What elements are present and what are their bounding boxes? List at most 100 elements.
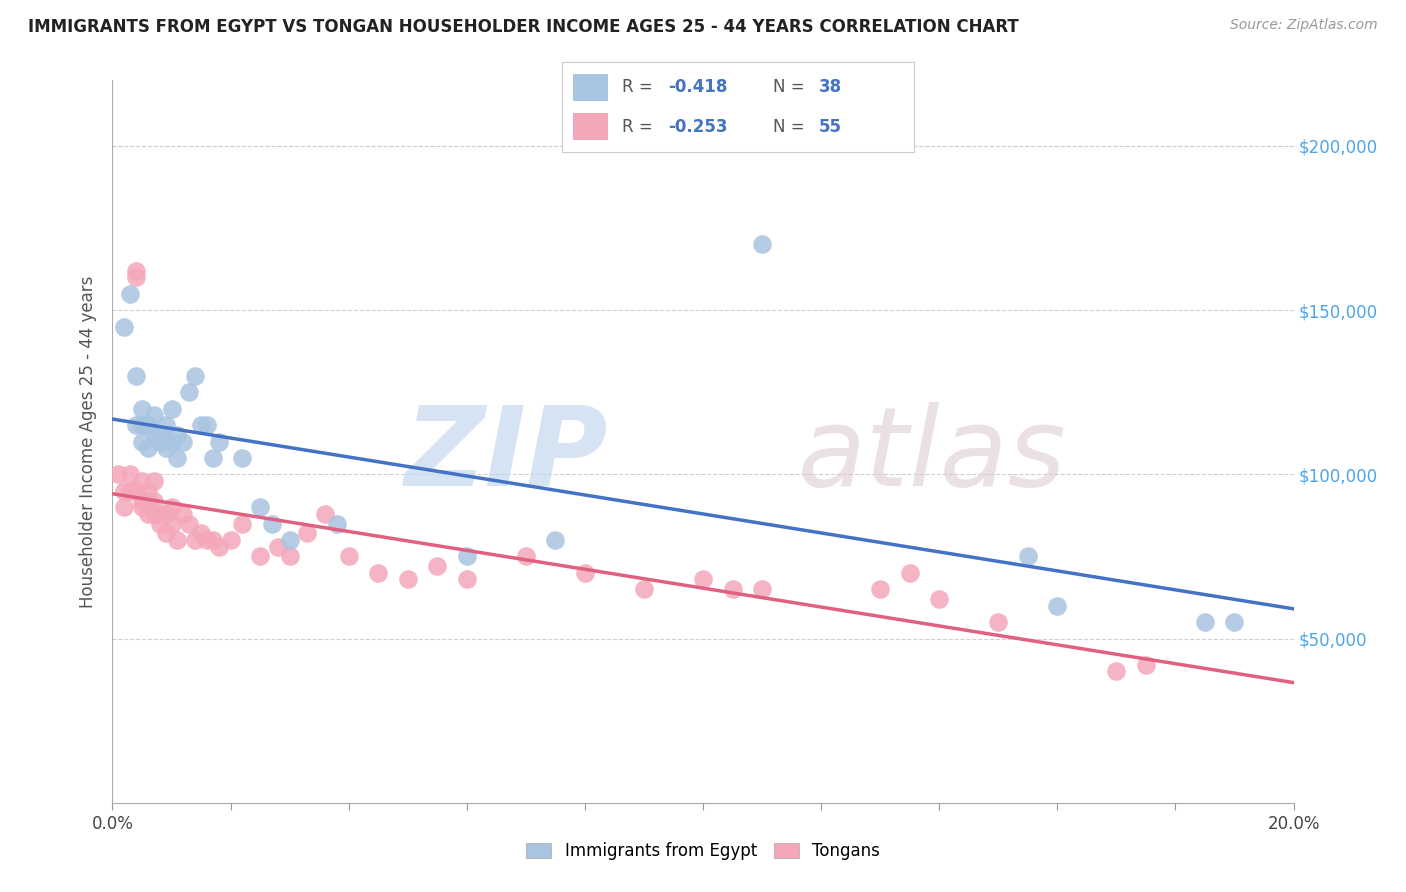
Point bbox=[112, 483, 135, 498]
Point bbox=[515, 549, 537, 564]
Legend: Immigrants from Egypt, Tongans: Immigrants from Egypt, Tongans bbox=[520, 836, 886, 867]
Point bbox=[155, 507, 177, 521]
Point bbox=[751, 582, 773, 597]
Point bbox=[544, 533, 567, 547]
Point bbox=[179, 516, 201, 531]
Point bbox=[136, 483, 159, 498]
Point bbox=[172, 507, 194, 521]
Text: atlas: atlas bbox=[797, 402, 1066, 509]
Point bbox=[149, 507, 172, 521]
Point bbox=[219, 533, 242, 547]
Point bbox=[367, 566, 389, 580]
Point bbox=[396, 573, 419, 587]
Point bbox=[125, 368, 148, 383]
Text: Source: ZipAtlas.com: Source: ZipAtlas.com bbox=[1230, 18, 1378, 32]
Text: R =: R = bbox=[621, 78, 658, 96]
Point bbox=[231, 450, 253, 465]
Point bbox=[125, 418, 148, 433]
Point bbox=[1017, 549, 1039, 564]
Point bbox=[142, 425, 165, 439]
Point bbox=[166, 450, 188, 465]
Point bbox=[131, 500, 153, 515]
Point bbox=[120, 483, 142, 498]
Point bbox=[751, 237, 773, 252]
Point bbox=[179, 385, 201, 400]
Point bbox=[928, 592, 950, 607]
Point bbox=[184, 533, 207, 547]
Text: -0.418: -0.418 bbox=[668, 78, 727, 96]
Point bbox=[107, 467, 129, 482]
Point bbox=[149, 434, 172, 449]
Point bbox=[131, 434, 153, 449]
Bar bbox=[574, 74, 607, 101]
Point bbox=[166, 428, 188, 442]
Point bbox=[326, 516, 349, 531]
Point bbox=[987, 615, 1010, 630]
Point bbox=[112, 319, 135, 334]
Point bbox=[297, 526, 319, 541]
Point bbox=[195, 418, 218, 433]
Text: 38: 38 bbox=[818, 78, 842, 96]
Point bbox=[131, 401, 153, 416]
Point bbox=[249, 549, 271, 564]
Point bbox=[160, 516, 183, 531]
Point bbox=[278, 533, 301, 547]
Point bbox=[149, 428, 172, 442]
Point bbox=[120, 286, 142, 301]
Point bbox=[155, 441, 177, 455]
Point bbox=[125, 270, 148, 285]
Point bbox=[131, 493, 153, 508]
Point bbox=[1105, 665, 1128, 679]
Point bbox=[136, 493, 159, 508]
Point bbox=[314, 507, 336, 521]
Point bbox=[1135, 657, 1157, 672]
Point bbox=[1194, 615, 1216, 630]
Point bbox=[278, 549, 301, 564]
Point bbox=[249, 500, 271, 515]
Point bbox=[692, 573, 714, 587]
Point bbox=[260, 516, 283, 531]
Text: 55: 55 bbox=[818, 118, 842, 136]
Point bbox=[426, 559, 449, 574]
Point bbox=[125, 264, 148, 278]
Point bbox=[131, 474, 153, 488]
Point bbox=[201, 450, 224, 465]
Point bbox=[136, 507, 159, 521]
Point bbox=[160, 401, 183, 416]
Point bbox=[172, 434, 194, 449]
Point bbox=[136, 418, 159, 433]
Text: -0.253: -0.253 bbox=[668, 118, 727, 136]
Point bbox=[195, 533, 218, 547]
Y-axis label: Householder Income Ages 25 - 44 years: Householder Income Ages 25 - 44 years bbox=[79, 276, 97, 607]
Point bbox=[120, 467, 142, 482]
Point bbox=[142, 493, 165, 508]
Point bbox=[160, 434, 183, 449]
Point bbox=[574, 566, 596, 580]
Point bbox=[208, 540, 231, 554]
Text: N =: N = bbox=[773, 78, 810, 96]
Point bbox=[166, 533, 188, 547]
Point bbox=[184, 368, 207, 383]
Point bbox=[869, 582, 891, 597]
Point bbox=[231, 516, 253, 531]
Point bbox=[112, 500, 135, 515]
Point bbox=[142, 474, 165, 488]
Point bbox=[267, 540, 290, 554]
Text: N =: N = bbox=[773, 118, 810, 136]
Point bbox=[1046, 599, 1069, 613]
Point bbox=[201, 533, 224, 547]
Point bbox=[898, 566, 921, 580]
Bar bbox=[574, 113, 607, 140]
Text: ZIP: ZIP bbox=[405, 402, 609, 509]
Point bbox=[337, 549, 360, 564]
Point bbox=[136, 441, 159, 455]
Point bbox=[208, 434, 231, 449]
Point bbox=[721, 582, 744, 597]
Point bbox=[125, 483, 148, 498]
Point bbox=[142, 409, 165, 423]
Text: R =: R = bbox=[621, 118, 658, 136]
Point bbox=[160, 500, 183, 515]
Point bbox=[190, 418, 212, 433]
Point bbox=[1223, 615, 1246, 630]
Point bbox=[142, 507, 165, 521]
